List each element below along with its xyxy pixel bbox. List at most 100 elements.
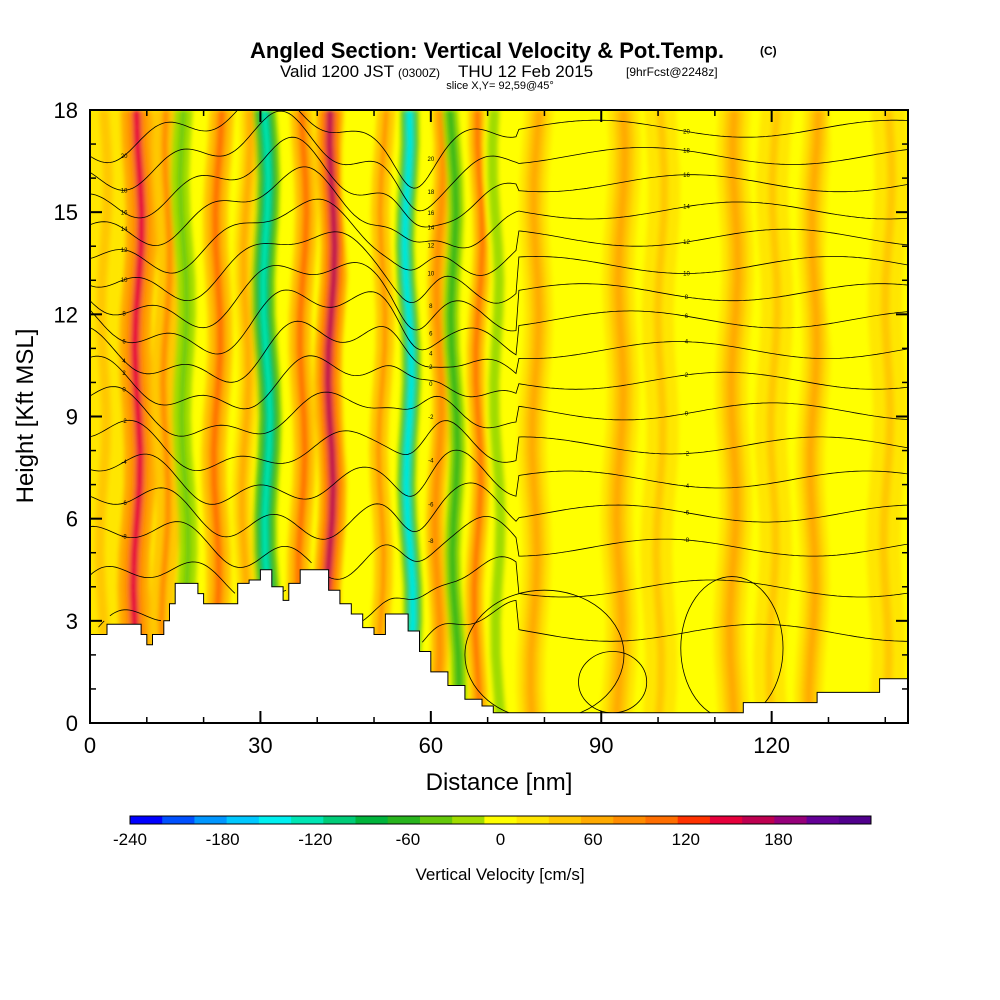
theta-contour <box>98 599 908 643</box>
contour-label: 16 <box>427 211 434 217</box>
theta-contour <box>90 419 908 472</box>
colorbar-swatch <box>677 816 711 824</box>
y-tick-label: 15 <box>54 200 78 225</box>
w-band <box>805 110 822 723</box>
colorbar-swatch <box>484 816 518 824</box>
contour-label: 8 <box>122 312 126 318</box>
colorbar-swatch <box>194 816 228 824</box>
contour-label: -6 <box>121 501 127 507</box>
contour-label: -2 <box>428 415 434 421</box>
w-band <box>374 110 389 723</box>
theta-contour <box>90 482 908 540</box>
theta-contour <box>90 110 908 189</box>
y-axis-label: Height [Kft MSL] <box>12 329 39 504</box>
colorbar-swatch <box>774 816 808 824</box>
colorbar-swatch <box>516 816 550 824</box>
contour-label: 10 <box>427 271 434 277</box>
contour-label: 14 <box>121 227 128 233</box>
colorbar-swatch <box>806 816 840 824</box>
theta-contour <box>90 136 908 228</box>
contour-label: 10 <box>121 278 128 284</box>
theta-contour <box>90 198 908 276</box>
w-band <box>295 110 310 723</box>
contour-label: 6 <box>685 314 689 320</box>
contour-label: -8 <box>121 535 127 541</box>
x-tick-label: 0 <box>84 733 96 758</box>
contour-label: 10 <box>683 271 690 277</box>
w-band <box>687 110 705 723</box>
w-band <box>472 110 485 723</box>
w-band <box>487 110 507 723</box>
colorbar-tick-label: 180 <box>764 830 792 849</box>
chart-title-suffix: (C) <box>760 44 777 58</box>
contour-label: 16 <box>121 211 128 217</box>
colorbar-tick-label: -180 <box>206 830 240 849</box>
colorbar-swatch <box>291 816 324 824</box>
theta-contour <box>90 386 908 437</box>
w-band <box>94 110 113 723</box>
contour-label: -4 <box>684 484 690 490</box>
theta-contour <box>90 231 908 304</box>
plot-area: -8 -8 -8 -6 -6 -6 -4 -4 -4 -2 -2 -2 0 0 0 2 2 2 4 4 4 6 6 6 8 8 8 1… <box>90 110 908 723</box>
w-band <box>448 110 462 723</box>
contour-label: 20 <box>683 129 690 135</box>
chart-title: Angled Section: Vertical Velocity & Pot.… <box>250 38 724 63</box>
x-tick-label: 30 <box>248 733 272 758</box>
contour-label: -6 <box>428 503 434 509</box>
contour-label: 12 <box>683 240 690 246</box>
contour-label: 18 <box>121 188 128 194</box>
w-band <box>237 110 253 723</box>
contour-label: 18 <box>427 190 434 196</box>
subtitle-utc: (0300Z) <box>398 66 440 80</box>
colorbar-swatch <box>613 816 646 824</box>
w-band <box>432 110 446 723</box>
contour-label: 4 <box>685 340 689 346</box>
colorbar-tick-label: -120 <box>298 830 332 849</box>
w-band <box>836 110 852 723</box>
theta-contour <box>90 355 908 410</box>
colorbar: -240 -180 -120 -60 0 60 120 180 <box>113 815 872 849</box>
w-band <box>429 110 449 723</box>
subtitle-valid: Valid 1200 JST <box>280 62 394 81</box>
theta-contour <box>90 166 908 249</box>
w-band <box>612 110 629 723</box>
contour-label: -8 <box>428 539 434 545</box>
contour-label: 6 <box>122 339 126 345</box>
contour-label: 8 <box>429 304 433 310</box>
colorbar-swatch <box>452 816 485 824</box>
contour-label: 2 <box>685 373 689 379</box>
w-band <box>765 110 782 723</box>
x-axis-label: Distance [nm] <box>426 769 573 796</box>
contour-label: 4 <box>429 352 433 358</box>
theta-contour <box>90 320 908 383</box>
contour-label: 12 <box>121 248 128 254</box>
colorbar-swatch <box>323 816 357 824</box>
w-band <box>402 110 416 723</box>
colorbar-swatch <box>742 816 775 824</box>
colorbar-tick-label: -240 <box>113 830 147 849</box>
contour-label: 2 <box>429 365 433 371</box>
contour-label: -6 <box>684 511 690 517</box>
colorbar-swatch <box>130 816 163 824</box>
y-tick-label: 0 <box>66 711 78 736</box>
w-band <box>652 110 669 723</box>
theta-contour <box>90 516 908 580</box>
colorbar-swatch <box>548 816 582 824</box>
contour-label: 20 <box>427 157 434 163</box>
contour-label: 4 <box>122 359 126 365</box>
contour-label: -8 <box>684 538 690 544</box>
contour-label: -4 <box>428 458 434 464</box>
contour-label: 18 <box>683 149 690 155</box>
w-band <box>129 110 146 723</box>
contour-label: -4 <box>121 460 127 466</box>
w-band <box>177 110 191 723</box>
y-tick-label: 12 <box>54 302 78 327</box>
y-tick-label: 3 <box>66 609 78 634</box>
y-tick-label: 6 <box>66 507 78 532</box>
x-tick-label: 90 <box>589 733 613 758</box>
contour-label: 14 <box>683 205 690 211</box>
contour-label: -2 <box>121 419 127 425</box>
contour-label: 2 <box>122 371 126 377</box>
y-tick-label: 18 <box>54 98 78 123</box>
